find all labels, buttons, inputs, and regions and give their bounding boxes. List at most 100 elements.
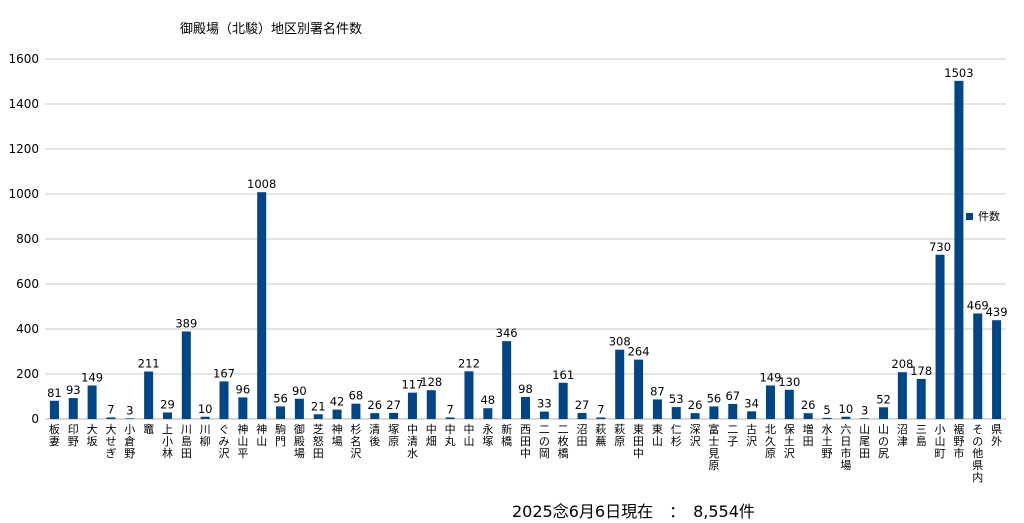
bar-value-label: 48 <box>480 393 495 407</box>
bar <box>822 417 832 419</box>
bar <box>238 397 248 419</box>
x-category-label: 山尾田 <box>859 423 870 460</box>
bar <box>502 341 512 419</box>
bar-value-label: 29 <box>160 397 175 411</box>
bar-value-label: 161 <box>552 368 574 382</box>
y-tick-label: 1600 <box>8 52 39 66</box>
x-category-label: 中丸 <box>445 423 456 448</box>
bar-value-label: 56 <box>707 391 722 405</box>
x-category-label: 二子 <box>727 423 738 448</box>
bar <box>144 371 154 419</box>
y-tick-label: 1200 <box>8 142 39 156</box>
x-category-label: 神場 <box>332 422 343 448</box>
bar-value-label: 389 <box>175 316 197 330</box>
bar <box>464 371 474 419</box>
x-category-label: 板妻 <box>49 422 60 448</box>
bar-value-label: 26 <box>367 398 382 412</box>
bar <box>200 416 210 419</box>
x-category-label: 萩蕪 <box>595 423 606 448</box>
bar <box>313 414 323 419</box>
x-category-label: 沼田 <box>577 422 588 448</box>
bar-value-label: 10 <box>198 402 213 416</box>
bar <box>483 408 493 419</box>
x-category-label: 杉名沢 <box>350 422 361 460</box>
x-category-label: 県外 <box>991 423 1002 448</box>
x-category-label: 川柳 <box>200 423 211 448</box>
x-category-label: 六日市場 <box>840 423 851 472</box>
y-tick-label: 600 <box>16 277 39 291</box>
bar-value-label: 5 <box>823 403 830 417</box>
x-category-label: 仁杉 <box>671 423 682 448</box>
bar <box>935 254 945 419</box>
bar <box>728 403 738 419</box>
bar <box>671 407 681 419</box>
bar-value-label: 117 <box>401 378 423 392</box>
bar-value-label: 26 <box>801 398 816 412</box>
bar <box>558 382 568 419</box>
bar <box>294 398 304 419</box>
x-category-label: 裾野市 <box>953 422 964 460</box>
y-tick-label: 200 <box>16 367 39 381</box>
bar <box>916 378 926 419</box>
y-tick-label: 1400 <box>8 97 39 111</box>
bar <box>106 417 116 419</box>
x-category-label: 御殿場 <box>294 422 305 460</box>
bar <box>257 192 267 419</box>
x-category-label: 東田中 <box>633 423 644 460</box>
bars <box>49 80 1002 419</box>
bar <box>615 349 625 419</box>
bar-value-label: 3 <box>126 403 133 417</box>
bar-value-label: 34 <box>744 396 759 410</box>
bar <box>370 413 380 419</box>
bar-value-label: 439 <box>986 305 1008 319</box>
x-category-label: 清後 <box>369 423 380 448</box>
x-category-label: 深沢 <box>690 423 701 448</box>
bar <box>973 313 983 419</box>
bar <box>652 399 662 419</box>
x-category-label: 大坂 <box>87 422 98 448</box>
bar-value-label: 21 <box>311 399 326 413</box>
x-category-label: 川島田 <box>181 423 192 460</box>
x-category-label: 西田中 <box>520 423 531 460</box>
bar <box>219 381 229 419</box>
bar-value-label: 53 <box>669 392 684 406</box>
x-category-label: 保土沢 <box>784 422 795 460</box>
grid-lines <box>45 58 1006 420</box>
bar-value-label: 96 <box>236 382 251 396</box>
x-category-label: 永塚 <box>482 422 493 448</box>
bar-value-label: 33 <box>537 397 552 411</box>
bar-value-label: 7 <box>107 402 114 416</box>
x-category-label: 中畑 <box>426 423 437 448</box>
bar-value-label: 93 <box>66 383 81 397</box>
x-category-label: 駒門 <box>275 423 286 448</box>
x-category-label: 東山 <box>652 423 663 448</box>
x-category-label: 中清水 <box>407 423 418 460</box>
bar-value-label: 81 <box>47 386 62 400</box>
bar <box>765 385 775 419</box>
x-category-label: 中山 <box>463 423 474 448</box>
bar <box>992 320 1002 419</box>
x-category-label: 神山 <box>256 422 267 448</box>
bar <box>445 417 455 419</box>
legend-swatch <box>966 212 973 220</box>
bar <box>803 413 813 419</box>
y-tick-label: 400 <box>16 322 39 336</box>
bar-value-label: 128 <box>420 375 442 389</box>
x-category-label: 小倉野 <box>124 423 135 460</box>
bar-value-label: 167 <box>213 366 235 380</box>
bar <box>747 411 757 419</box>
bar-value-label: 26 <box>688 398 703 412</box>
x-category-label: 三島 <box>916 423 927 448</box>
legend-label: 件数 <box>978 210 1000 223</box>
bar <box>784 389 794 419</box>
bar <box>897 372 907 419</box>
chart-title: 御殿場（北駿）地区別署名件数 <box>180 22 363 37</box>
bar <box>709 406 719 419</box>
bar <box>276 406 286 419</box>
bar <box>49 400 59 419</box>
bar-value-label: 3 <box>861 403 868 417</box>
x-category-label: 二枚橋 <box>558 423 569 460</box>
y-axis-ticks: 0 200 400 600 800 1000 1200 1400 1600 <box>8 52 39 426</box>
